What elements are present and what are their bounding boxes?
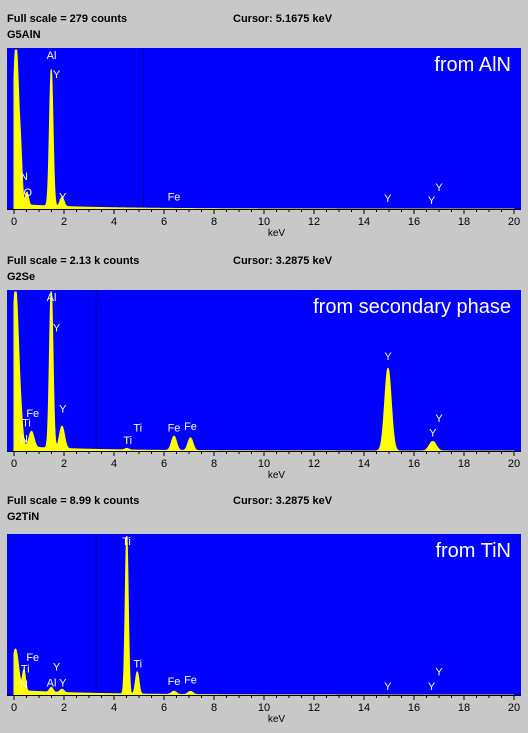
x-tick-label: 16 [408, 216, 420, 228]
x-tick-label: 6 [161, 458, 167, 470]
peak-label: Al [47, 678, 57, 690]
x-tick-label: 16 [408, 458, 420, 470]
peak-label: Fe [168, 676, 181, 688]
plot-area [7, 290, 521, 451]
peak-label: Fe [168, 423, 181, 435]
peak-label: Y [435, 182, 443, 194]
peak-label: Y [59, 192, 67, 204]
peak-label: Ti [123, 435, 132, 447]
x-tick-label: 20 [508, 702, 520, 714]
panel-header: Full scale = 279 counts Cursor: 5.1675 k… [7, 8, 521, 42]
peak-label: Fe [184, 674, 197, 686]
x-axis-label: keV [268, 470, 286, 481]
x-tick-label: 8 [211, 702, 217, 714]
peak-label: Y [428, 195, 436, 207]
chart-title: from AlN [434, 54, 511, 76]
x-tick-label: 18 [458, 458, 470, 470]
x-tick-label: 6 [161, 216, 167, 228]
x-tick-label: 2 [61, 216, 67, 228]
peak-label: Y [384, 351, 392, 363]
x-tick-label: 18 [458, 702, 470, 714]
x-tick-label: 20 [508, 216, 520, 228]
x-tick-label: 0 [11, 458, 17, 470]
peak-label: Fe [184, 421, 197, 433]
peak-label: O [23, 187, 32, 199]
x-tick-label: 8 [211, 216, 217, 228]
peak-label: Ti [21, 663, 30, 675]
panel-header: Full scale = 8.99 k counts Cursor: 3.287… [7, 490, 521, 524]
peak-label: Y [53, 69, 61, 81]
peak-label: Fe [26, 408, 39, 420]
peak-label: Ti [133, 659, 142, 671]
peak-label: Ti [133, 423, 142, 435]
x-tick-label: 14 [358, 458, 370, 470]
x-tick-label: 14 [358, 702, 370, 714]
x-tick-label: 10 [258, 458, 270, 470]
peak-label: Fe [26, 652, 39, 664]
peak-label: N [20, 434, 28, 446]
x-tick-label: 2 [61, 458, 67, 470]
x-tick-label: 8 [211, 458, 217, 470]
peak-label: Y [53, 322, 61, 334]
peak-label: Fe [168, 192, 181, 204]
peak-label: Y [384, 193, 392, 205]
peak-label: N [20, 171, 28, 183]
peak-label: Y [53, 662, 61, 674]
spectrum-series [13, 535, 515, 696]
plot-area [7, 48, 521, 209]
x-tick-label: 4 [111, 458, 117, 470]
x-axis-label: keV [268, 714, 286, 725]
cursor-readout: Cursor: 5.1675 keV [233, 13, 333, 25]
x-tick-label: 10 [258, 702, 270, 714]
cursor-readout: Cursor: 3.2875 keV [233, 255, 333, 267]
x-tick-label: 12 [308, 702, 320, 714]
peak-label: Al [47, 292, 57, 304]
peak-label: Y [428, 681, 436, 693]
spectrum-chart-2[interactable]: 0 2 4 6 8 10 12 14 16 18 20 keV from secondary phase… [0, 284, 528, 484]
x-tick-label: 4 [111, 216, 117, 228]
sample-name: G2Se [7, 271, 36, 283]
full-scale-label: Full scale = 279 counts [7, 13, 128, 25]
sample-name: G2TiN [7, 511, 40, 523]
x-tick-label: 4 [111, 702, 117, 714]
peak-label: Ti [122, 536, 131, 548]
peak-label: Y [435, 413, 443, 425]
x-tick-label: 10 [258, 216, 270, 228]
plot-area [7, 534, 521, 695]
chart-title: from secondary phase [313, 296, 511, 318]
x-axis-label: keV [268, 228, 286, 239]
panel-header: Full scale = 2.13 k counts Cursor: 3.287… [7, 250, 521, 284]
peak-label: Al [47, 50, 57, 62]
peak-label: Y [435, 667, 443, 679]
full-scale-label: Full scale = 8.99 k counts [7, 495, 140, 507]
x-tick-label: 12 [308, 458, 320, 470]
chart-title: from TiN [435, 540, 511, 562]
x-tick-label: 14 [358, 216, 370, 228]
peak-label: Y [429, 427, 437, 439]
x-tick-label: 18 [458, 216, 470, 228]
x-tick-label: 0 [11, 216, 17, 228]
x-tick-label: 12 [308, 216, 320, 228]
peak-label: Ti [22, 418, 31, 430]
x-tick-label: 6 [161, 702, 167, 714]
spectrum-series [13, 49, 515, 210]
x-tick-label: 20 [508, 458, 520, 470]
peak-label: Y [59, 403, 67, 415]
peak-label: Y [59, 678, 67, 690]
x-tick-label: 16 [408, 702, 420, 714]
x-tick-label: 0 [11, 702, 17, 714]
peak-label: Y [384, 681, 392, 693]
spectrum-series [13, 291, 515, 452]
cursor-readout: Cursor: 3.2875 keV [233, 495, 333, 507]
peak-label: N [20, 679, 28, 691]
x-tick-label: 2 [61, 702, 67, 714]
sample-name: G5AlN [7, 29, 41, 41]
full-scale-label: Full scale = 2.13 k counts [7, 255, 140, 267]
